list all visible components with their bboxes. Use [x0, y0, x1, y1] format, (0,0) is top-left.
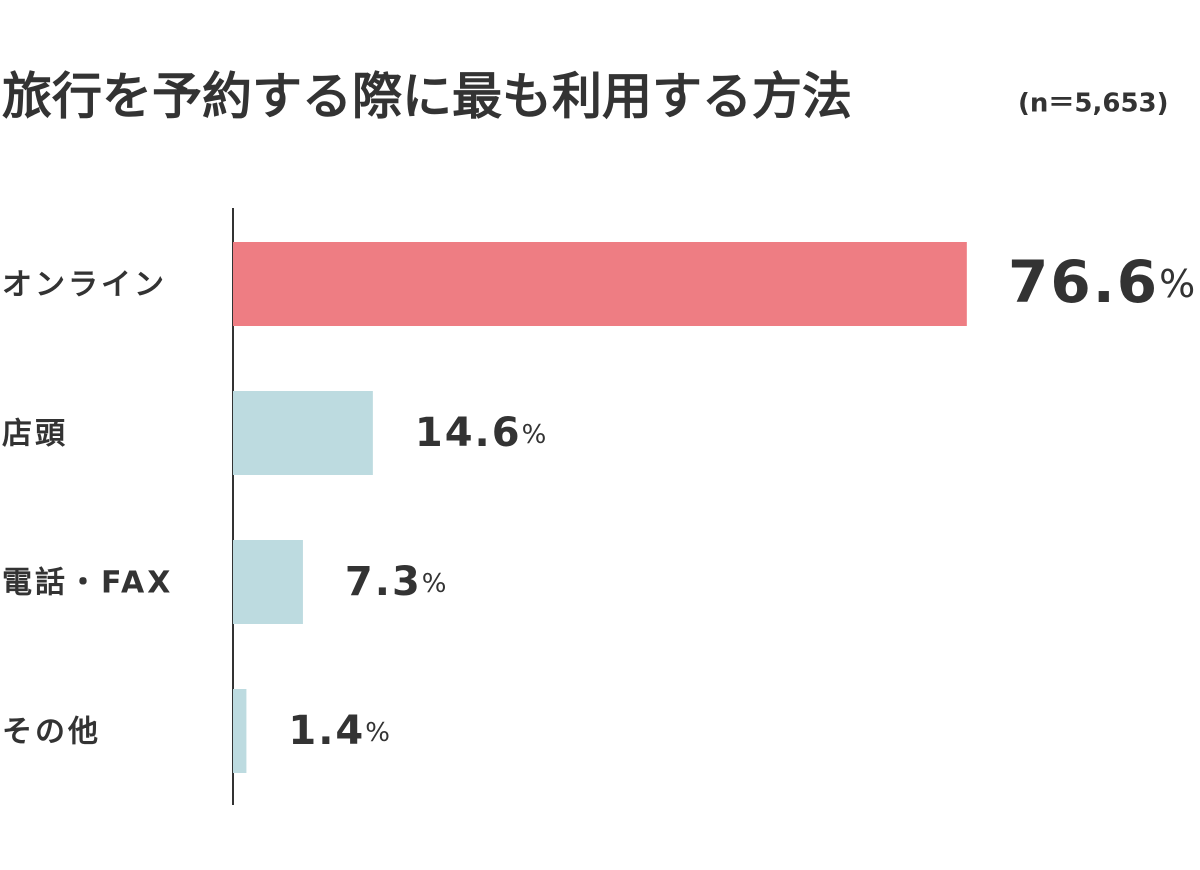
y-tick-label: オンライン	[2, 268, 167, 303]
bar	[233, 540, 303, 624]
chart-title: 旅行を予約する際に最も利用する方法	[2, 68, 852, 126]
y-tick-label: 電話・FAX	[2, 566, 173, 601]
bar	[233, 391, 373, 475]
bar	[233, 242, 967, 326]
value-label: 14.6%	[415, 410, 546, 456]
value-label: 7.3%	[345, 559, 447, 605]
value-label: 1.4%	[288, 708, 390, 754]
chart-subtitle: (n＝5,653)	[1018, 89, 1169, 119]
value-label: 76.6%	[1008, 248, 1195, 316]
bar	[233, 689, 247, 773]
y-tick-label: 店頭	[2, 417, 68, 452]
y-tick-label: その他	[2, 715, 101, 750]
